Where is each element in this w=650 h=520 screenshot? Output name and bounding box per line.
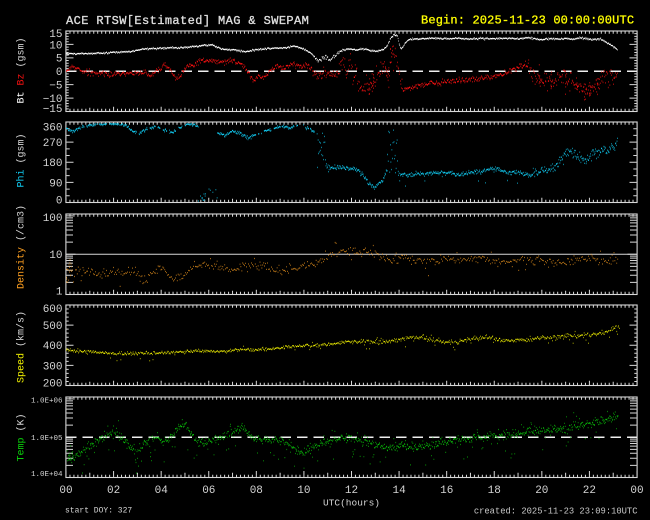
- svg-text:02: 02: [107, 485, 120, 497]
- svg-text:5: 5: [56, 54, 63, 66]
- svg-text:180: 180: [43, 158, 63, 170]
- svg-text:1.0E+06: 1.0E+06: [31, 398, 63, 406]
- svg-text:14: 14: [392, 485, 406, 497]
- svg-text:100: 100: [43, 213, 63, 225]
- svg-text:−10: −10: [43, 94, 63, 106]
- svg-text:12: 12: [345, 485, 358, 497]
- svg-text:Temp (K): Temp (K): [16, 413, 28, 461]
- svg-text:0: 0: [56, 67, 63, 79]
- svg-text:22: 22: [583, 485, 596, 497]
- svg-text:created: 2025-11-23 23:09:10UT: created: 2025-11-23 23:09:10UTC: [474, 507, 638, 517]
- svg-text:1.0E+04: 1.0E+04: [31, 471, 63, 479]
- svg-text:UTC(hours): UTC(hours): [323, 498, 380, 509]
- svg-text:06: 06: [202, 485, 215, 497]
- svg-text:Bt Bz (gsm): Bt Bz (gsm): [16, 37, 28, 103]
- svg-text:0: 0: [56, 195, 63, 207]
- svg-text:Begin: 2025-11-23 00:00:00UTC: Begin: 2025-11-23 00:00:00UTC: [421, 14, 634, 28]
- svg-text:18: 18: [488, 485, 501, 497]
- svg-text:400: 400: [43, 341, 63, 353]
- svg-text:15: 15: [49, 29, 62, 41]
- svg-text:Speed (km/s): Speed (km/s): [16, 311, 28, 383]
- svg-text:90: 90: [49, 178, 62, 190]
- svg-text:20: 20: [535, 485, 548, 497]
- svg-text:−15: −15: [43, 104, 63, 116]
- svg-text:10: 10: [49, 40, 62, 52]
- svg-text:360: 360: [43, 122, 63, 134]
- svg-text:Phi (gsm): Phi (gsm): [16, 133, 28, 187]
- svg-text:04: 04: [155, 485, 169, 497]
- svg-text:300: 300: [43, 361, 63, 373]
- svg-text:00: 00: [59, 485, 72, 497]
- svg-text:00: 00: [630, 485, 643, 497]
- svg-text:16: 16: [440, 485, 453, 497]
- svg-text:1: 1: [56, 286, 63, 298]
- svg-text:08: 08: [250, 485, 263, 497]
- svg-text:start DOY: 327: start DOY: 327: [65, 507, 132, 516]
- svg-text:1.0E+05: 1.0E+05: [31, 435, 63, 443]
- svg-text:270: 270: [43, 138, 63, 150]
- svg-text:600: 600: [43, 304, 63, 316]
- svg-text:500: 500: [43, 321, 63, 333]
- svg-text:200: 200: [43, 378, 63, 390]
- svg-text:ACE RTSW[Estimated] MAG & SWEP: ACE RTSW[Estimated] MAG & SWEPAM: [66, 14, 309, 28]
- svg-text:10: 10: [49, 250, 62, 262]
- svg-text:Density (/cm3): Density (/cm3): [16, 205, 28, 289]
- svg-text:10: 10: [297, 485, 310, 497]
- svg-text:−5: −5: [49, 81, 62, 93]
